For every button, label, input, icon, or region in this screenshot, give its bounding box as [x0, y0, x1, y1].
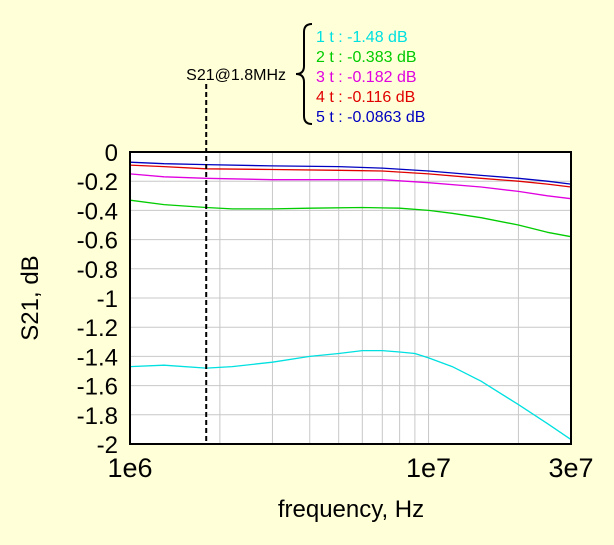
legend-entry-2: 2 t : -0.383 dB [316, 49, 417, 66]
series-line-4 [129, 164, 572, 188]
y-tick-label-9: -1.8 [77, 403, 118, 430]
legend-entry-1: 1 t : -1.48 dB [316, 29, 408, 46]
x-tick-label-0: 1e6 [107, 453, 152, 483]
y-tick-label-4: -0.8 [77, 257, 118, 284]
x-tick-labels: 1e6 1e7 3e7 [107, 453, 593, 483]
x-tick-label-2: 3e7 [548, 453, 593, 483]
y-tick-label-6: -1.2 [77, 315, 118, 342]
legend-entry-5: 5 t : -0.0863 dB [316, 109, 425, 126]
y-tick-label-7: -1.4 [77, 344, 118, 371]
legend-entry-3: 3 t : -0.182 dB [316, 69, 417, 86]
x-tick-label-1: 1e7 [406, 453, 451, 483]
series-line-3 [129, 173, 572, 200]
marker: S21@1.8MHz [186, 67, 286, 444]
y-tick-labels: 0-0.2-0.4 -0.6-0.8-1-1.2-1.4 -1.6-1.8-2 [77, 140, 118, 459]
legend: 1 t : -1.48 dB 2 t : -0.383 dB 3 t : -0.18… [295, 23, 425, 126]
y-axis-title: S21, dB [17, 255, 44, 340]
y-tick-label-3: -0.6 [77, 228, 118, 255]
y-tick-label-5: -1 [97, 286, 118, 313]
series-line-5 [129, 161, 572, 185]
x-axis-title: frequency, Hz [278, 496, 424, 523]
y-tick-label-8: -1.6 [77, 374, 118, 401]
marker-label: S21@1.8MHz [186, 67, 286, 84]
series-line-1 [129, 349, 572, 441]
y-tick-label-2: -0.4 [77, 198, 118, 225]
y-tick-label-10: -2 [97, 432, 118, 459]
legend-entry-4: 4 t : -0.116 dB [316, 89, 415, 106]
y-tick-label-0: 0 [105, 140, 118, 167]
legend-brace [295, 23, 313, 125]
plot-frame [129, 151, 572, 445]
y-tick-label-1: -0.2 [77, 169, 118, 196]
series-lines [129, 161, 572, 441]
series-line-2 [129, 199, 572, 238]
